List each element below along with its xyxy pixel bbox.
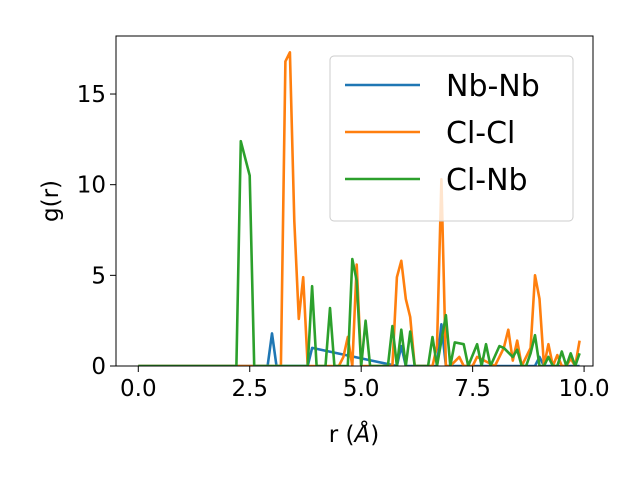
- series-layer: [138, 50, 581, 366]
- x-axis-label-unit: Å: [353, 420, 371, 448]
- y-tick-label: 5: [91, 263, 106, 289]
- x-tick-label: 10.0: [558, 376, 609, 402]
- x-tick-label: 2.5: [231, 376, 268, 402]
- legend-label-cl-nb: Cl-Nb: [446, 163, 528, 198]
- y-axis-ticks: 0 5 10 15: [77, 82, 116, 380]
- x-tick-label: 7.5: [454, 376, 491, 402]
- legend-label-cl-cl: Cl-Cl: [446, 116, 515, 151]
- x-axis-label: r (Å): [329, 420, 379, 448]
- y-axis-label: g(r): [38, 180, 64, 222]
- x-tick-label: 0.0: [120, 376, 157, 402]
- series-line-cl-nb: [138, 139, 581, 366]
- series-line-cl-cl: [138, 50, 581, 366]
- x-tick-label: 5.0: [343, 376, 380, 402]
- plot-frame: [115, 35, 594, 367]
- legend-label-nb-nb: Nb-Nb: [446, 69, 540, 104]
- y-tick-label: 0: [91, 354, 106, 380]
- y-tick-label: 10: [77, 173, 106, 199]
- x-axis-ticks: 0.0 2.5 5.0 7.5 10.0: [120, 366, 610, 402]
- legend: Nb-Nb Cl-Cl Cl-Nb: [329, 55, 574, 222]
- y-tick-label: 15: [77, 82, 106, 108]
